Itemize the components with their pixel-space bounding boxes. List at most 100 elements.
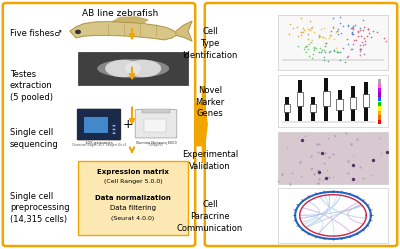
Bar [378, 83, 381, 88]
Point [337, 58, 343, 62]
Point [294, 34, 301, 38]
Point [349, 32, 355, 36]
Point [316, 36, 322, 40]
Point [303, 44, 310, 48]
Point [349, 31, 356, 35]
Point [360, 36, 367, 40]
Point [331, 49, 337, 53]
Bar [350, 97, 356, 109]
Bar [278, 132, 388, 184]
Point [340, 24, 346, 28]
Bar [378, 120, 381, 124]
Point [356, 43, 363, 47]
Point [306, 42, 312, 46]
Point [286, 182, 293, 186]
Bar [351, 86, 355, 121]
Point [318, 27, 324, 31]
Bar [378, 115, 381, 120]
Point [311, 172, 318, 176]
Text: (Cell Ranger 5.0.0): (Cell Ranger 5.0.0) [104, 179, 162, 184]
Point [286, 32, 292, 36]
Point [301, 47, 307, 51]
Bar [78, 161, 188, 235]
Point [356, 49, 363, 53]
Bar [284, 104, 290, 112]
Point [314, 142, 320, 146]
Point [321, 161, 327, 165]
Point [316, 177, 322, 181]
Ellipse shape [112, 125, 116, 126]
Text: Chromium Single Cell 3' Reagent Kit v3: Chromium Single Cell 3' Reagent Kit v3 [72, 143, 126, 147]
Point [335, 50, 341, 54]
Polygon shape [112, 17, 148, 22]
Point [284, 146, 290, 150]
Point [303, 50, 310, 54]
Text: Testes
extraction
(5 pooled): Testes extraction (5 pooled) [10, 70, 53, 102]
Point [323, 41, 329, 45]
Point [322, 37, 328, 41]
Bar [142, 109, 170, 113]
Point [350, 177, 356, 181]
Point [326, 175, 332, 179]
Point [322, 50, 328, 54]
Point [334, 50, 340, 54]
Bar [378, 102, 381, 106]
Point [288, 171, 295, 175]
Text: Single cell
sequencing: Single cell sequencing [10, 128, 59, 149]
Point [320, 35, 327, 39]
Point [360, 17, 366, 21]
Point [358, 34, 364, 38]
Point [344, 23, 351, 27]
Text: Cell
Type
Identification: Cell Type Identification [182, 27, 238, 60]
Point [345, 54, 351, 58]
Point [361, 39, 368, 43]
Point [308, 166, 315, 170]
Point [336, 21, 343, 25]
Point [324, 168, 330, 172]
Point [309, 38, 315, 42]
Point [315, 150, 321, 154]
Point [308, 154, 314, 158]
Point [338, 31, 344, 35]
Point [311, 30, 318, 34]
Bar [364, 82, 368, 121]
Point [308, 26, 314, 30]
Point [368, 35, 374, 39]
Point [378, 151, 384, 155]
Text: Experimental
Validation: Experimental Validation [182, 150, 238, 171]
Point [345, 42, 352, 46]
Point [357, 47, 363, 51]
Point [350, 25, 356, 29]
Point [303, 44, 310, 48]
Point [360, 176, 366, 180]
Point [330, 49, 337, 53]
Point [321, 26, 327, 30]
Point [364, 27, 371, 31]
Point [306, 54, 312, 58]
Point [307, 28, 314, 32]
Bar [278, 75, 388, 127]
Point [322, 176, 329, 180]
Point [342, 60, 348, 64]
Point [326, 36, 332, 40]
Point [293, 25, 300, 29]
Point [366, 31, 372, 35]
Bar [278, 188, 388, 243]
Point [321, 48, 327, 52]
Point [352, 38, 359, 42]
Point [355, 29, 361, 33]
Point [311, 45, 317, 49]
Point [312, 46, 319, 50]
Bar [298, 80, 302, 121]
Point [376, 136, 382, 140]
Point [381, 36, 388, 40]
Point [304, 47, 311, 51]
Point [349, 47, 356, 51]
Point [316, 33, 322, 37]
Point [309, 56, 315, 60]
Bar [78, 52, 188, 85]
Point [362, 42, 368, 46]
Point [330, 16, 336, 20]
Point [316, 46, 323, 50]
Point [383, 39, 389, 43]
